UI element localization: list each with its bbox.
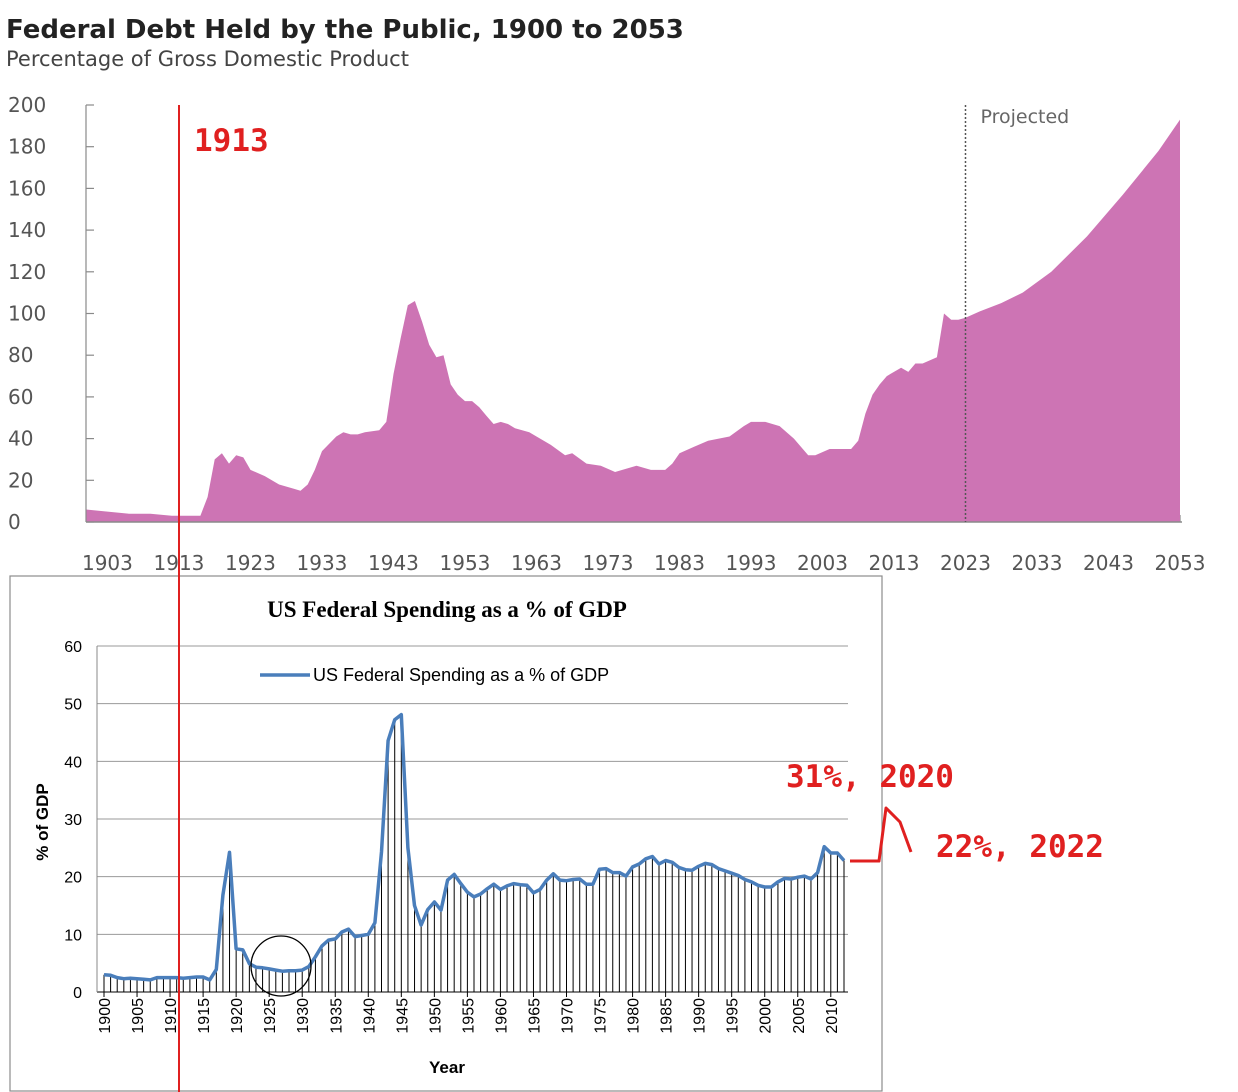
spending-y-tick-label: 20 (64, 870, 82, 887)
red-label-1913: 1913 (194, 123, 269, 159)
spending-y-label: % of GDP (33, 783, 52, 860)
debt-x-tick-label: 1973 (583, 551, 634, 575)
debt-x-tick-label: 2043 (1083, 551, 1134, 575)
debt-x-tick-label: 2033 (1012, 551, 1063, 575)
spending-x-tick-label: 1955 (460, 998, 477, 1034)
spending-x-tick-label: 1930 (295, 998, 312, 1034)
spending-x-tick-label: 1910 (163, 998, 180, 1034)
debt-x-tick-label: 1963 (511, 551, 562, 575)
spending-x-tick-label: 2000 (758, 998, 775, 1034)
spending-x-tick-label: 1985 (659, 998, 676, 1034)
spending-x-axis: 1900 1905 1910 1915 1920 1925 1930 1935 1940 1945… (97, 992, 841, 1034)
spending-y-tick-label: 60 (64, 639, 82, 656)
spending-x-tick-label: 1920 (229, 998, 246, 1034)
spending-line-series (103, 712, 846, 982)
spending-x-tick-label: 2005 (791, 998, 808, 1034)
legend-label: US Federal Spending as a % of GDP (313, 665, 609, 685)
debt-x-tick-label: 1943 (368, 551, 419, 575)
projected-label: Projected (980, 106, 1069, 128)
spending-x-tick-label: 1970 (560, 998, 577, 1034)
debt-y-tick-label: 40 (8, 427, 33, 451)
debt-y-tick-label: 160 (8, 176, 46, 200)
spending-x-tick-label: 1950 (427, 998, 444, 1034)
debt-y-tick-label: 60 (8, 385, 33, 409)
debt-x-tick-label: 1903 (82, 551, 133, 575)
debt-x-axis: 1903 1913 1923 1933 1943 1953 1963 1973 1983 1993… (82, 515, 1205, 575)
debt-y-tick-label: 140 (8, 218, 46, 242)
debt-y-tick-label: 0 (8, 510, 21, 534)
spending-x-tick-label: 1915 (196, 998, 213, 1034)
spending-x-tick-label: 1975 (593, 998, 610, 1034)
spending-y-axis: 0 10 20 30 40 50 60 (64, 639, 82, 1002)
spending-x-tick-label: 1945 (394, 998, 411, 1034)
spending-x-tick-label: 1980 (626, 998, 643, 1034)
spending-y-tick-label: 40 (64, 754, 82, 771)
debt-x-tick-label: 2053 (1155, 551, 1206, 575)
circle-annotation (250, 935, 312, 997)
debt-y-tick-label: 120 (8, 260, 46, 284)
debt-x-tick-label: 1923 (225, 551, 276, 575)
debt-chart-subtitle: Percentage of Gross Domestic Product (6, 47, 409, 71)
spending-y-tick-label: 10 (64, 927, 82, 944)
debt-y-tick-label: 200 (8, 93, 46, 117)
debt-y-tick-label: 180 (8, 135, 46, 159)
debt-chart: Federal Debt Held by the Public, 1900 to… (6, 15, 1205, 575)
red-note-2022: 22%, 2022 (936, 829, 1104, 865)
spending-x-tick-label: 1925 (262, 998, 279, 1034)
debt-y-tick-label: 20 (8, 468, 33, 492)
debt-x-tick-label: 2013 (869, 551, 920, 575)
red-note-2020: 31%, 2020 (786, 759, 954, 795)
red-annotations: 1913 31%, 2020 22%, 2022 (178, 105, 1104, 1092)
red-spike-sketch (850, 806, 913, 863)
spending-x-tick-label: 1905 (130, 998, 147, 1034)
debt-y-tick-label: 100 (8, 302, 46, 326)
debt-x-tick-label: 2023 (940, 551, 991, 575)
spending-chart-frame (9, 575, 883, 1092)
spending-x-tick-label: 1960 (493, 998, 510, 1034)
debt-area-series (86, 119, 1180, 522)
spending-y-tick-label: 30 (64, 812, 82, 829)
debt-x-tick-label: 1993 (726, 551, 777, 575)
spending-gridlines (96, 645, 848, 993)
spending-x-tick-label: 1995 (725, 998, 742, 1034)
spending-x-tick-label: 1940 (361, 998, 378, 1034)
debt-x-tick-label: 1953 (440, 551, 491, 575)
debt-y-tick-label: 80 (8, 343, 33, 367)
debt-y-axis: 0 20 40 60 80 100 120 140 160 180 200 (8, 93, 94, 534)
spending-chart-title: US Federal Spending as a % of GDP (267, 597, 627, 622)
debt-x-tick-label: 2003 (797, 551, 848, 575)
debt-x-tick-label: 1933 (297, 551, 348, 575)
spending-x-tick-label: 2010 (824, 998, 841, 1034)
spending-x-tick-label: 1965 (526, 998, 543, 1034)
spending-drop-lines (103, 714, 845, 992)
spending-x-tick-label: 1900 (97, 998, 114, 1034)
spending-y-tick-label: 50 (64, 697, 82, 714)
debt-chart-title: Federal Debt Held by the Public, 1900 to… (6, 15, 684, 45)
spending-x-label: Year (429, 1058, 465, 1077)
spending-chart: US Federal Spending as a % of GDP 0 10 20 3… (9, 575, 883, 1092)
spending-x-tick-label: 1935 (328, 998, 345, 1034)
spending-y-tick-label: 0 (73, 985, 82, 1002)
debt-x-tick-label: 1983 (654, 551, 705, 575)
spending-x-tick-label: 1990 (692, 998, 709, 1034)
spending-legend: US Federal Spending as a % of GDP (260, 665, 609, 685)
